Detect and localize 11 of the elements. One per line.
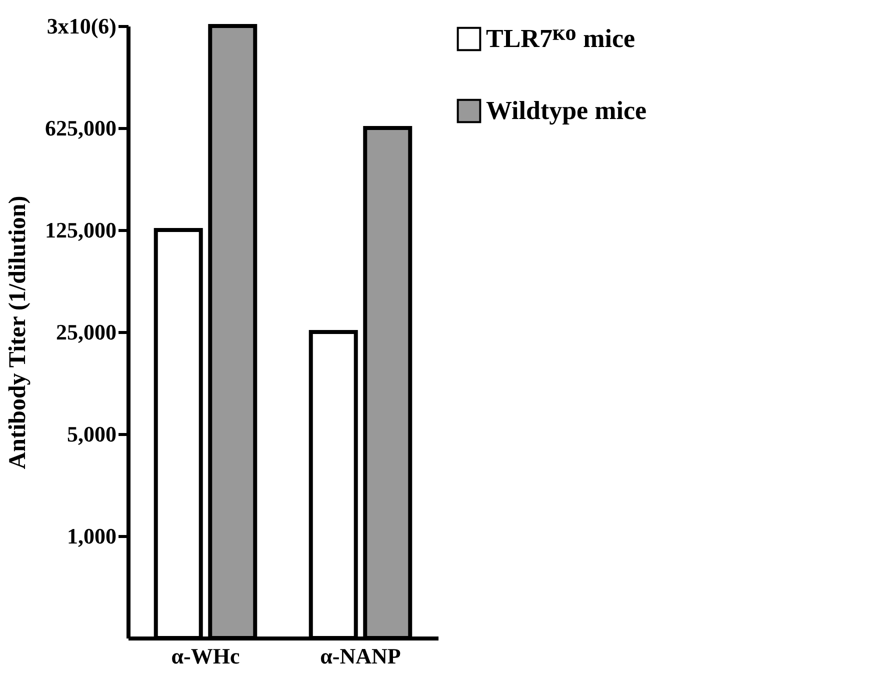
legend-label: Wildtype mice xyxy=(486,96,647,125)
y-tick-label: 625,000 xyxy=(45,116,116,140)
x-tick-label: α-NANP xyxy=(320,644,401,668)
y-tick-label: 25,000 xyxy=(56,320,116,344)
y-axis-title: Antibody Titer (1/dilution) xyxy=(5,196,31,470)
legend-label: TLR7ᴷᴼ mice xyxy=(486,24,636,53)
y-tick-label: 5,000 xyxy=(67,422,116,446)
y-tick-label: 3x10(6) xyxy=(46,14,116,38)
x-tick-label: α-WHc xyxy=(171,644,240,668)
y-tick-label: 1,000 xyxy=(67,524,116,548)
y-tick-label: 125,000 xyxy=(45,218,116,242)
